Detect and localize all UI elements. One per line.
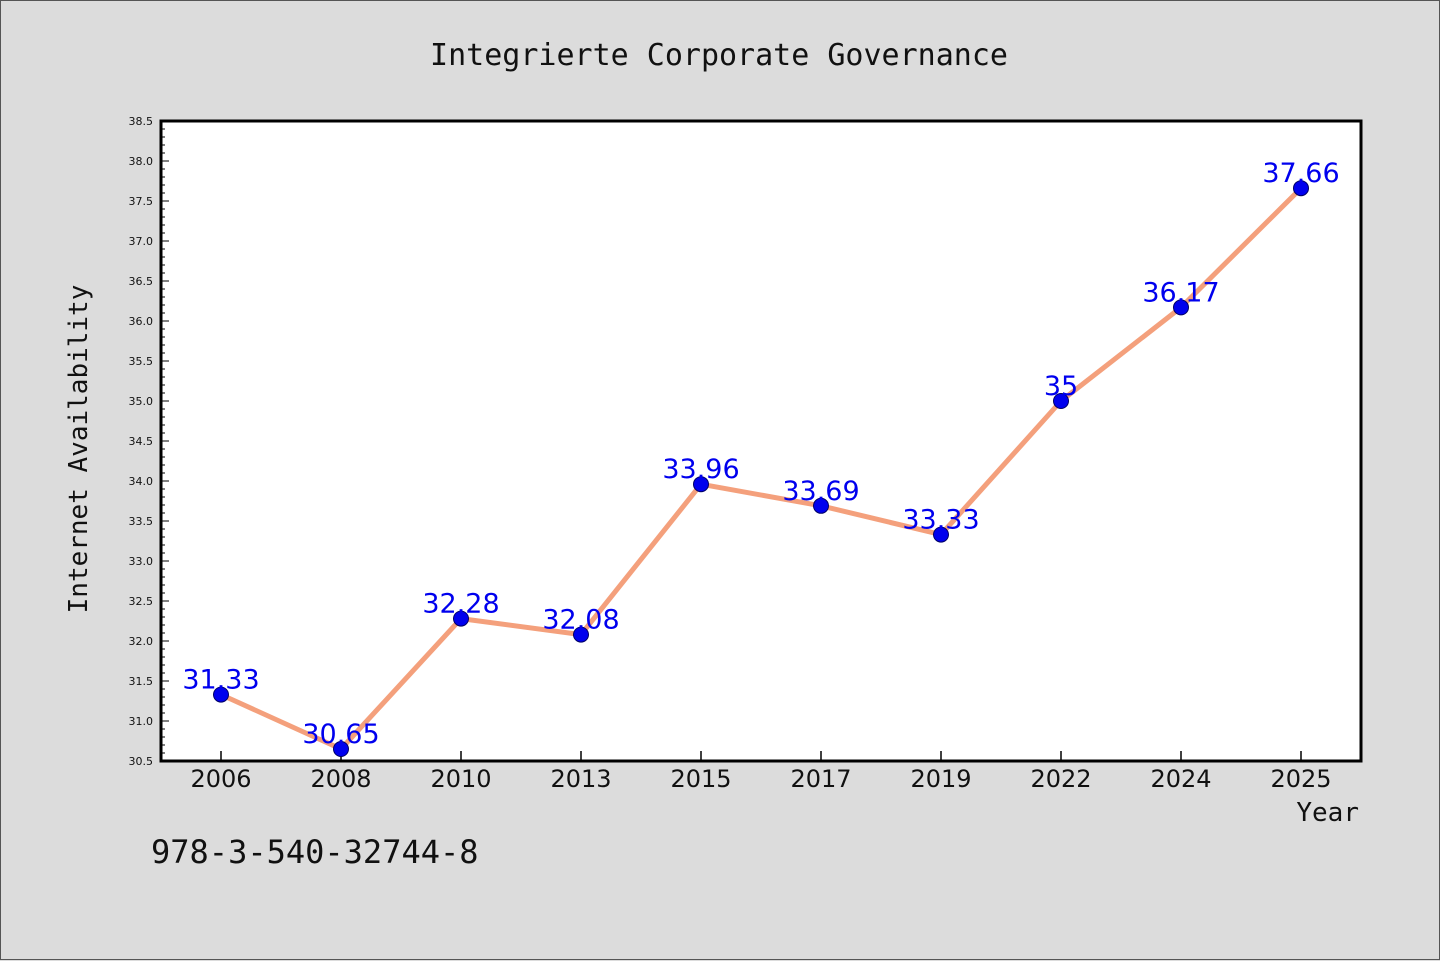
- y-axis-label: Internet Availability: [64, 285, 94, 614]
- series-line: [218, 185, 1304, 752]
- data-label: 33.69: [782, 476, 859, 507]
- footer-code: 978-3-540-32744-8: [151, 833, 479, 871]
- x-tick-label: 2015: [670, 765, 731, 793]
- data-label: 31.33: [182, 665, 259, 696]
- x-axis: 2006 2008 2010 2013 2015 2017 2019 2022 2024 2025: [190, 751, 1332, 793]
- x-tick-label: 2019: [910, 765, 971, 793]
- plot-area: [159, 119, 1363, 763]
- x-tick-label: 2010: [430, 765, 491, 793]
- data-point: [813, 497, 829, 514]
- y-tick-label: 37.0: [129, 235, 154, 248]
- y-tick-label: 36.0: [129, 315, 154, 328]
- data-label: 35: [1044, 371, 1078, 402]
- y-axis: 30.5 31.0 31.5 32.0 32.5 33.0 33.5 34.0 34.5 35.0…: [129, 115, 169, 768]
- y-tick-label: 38.5: [129, 115, 154, 128]
- x-tick-label: 2025: [1270, 765, 1331, 793]
- data-label: 36.17: [1142, 277, 1219, 308]
- y-tick-label: 38.0: [129, 155, 154, 168]
- data-label: 37.66: [1262, 158, 1339, 189]
- data-point: [333, 741, 349, 757]
- x-tick-label: 2013: [550, 765, 611, 793]
- y-tick-label: 33.5: [129, 515, 154, 528]
- y-tick-label: 37.5: [129, 195, 154, 208]
- y-tick-label: 34.5: [129, 435, 154, 448]
- x-tick-label: 2024: [1150, 765, 1211, 793]
- data-label: 33.96: [662, 454, 739, 485]
- chart-title: Integrierte Corporate Governance: [430, 38, 1008, 73]
- series-layer: 31.33 30.65 32.28 32.08 33.96 33.69 33.33 35 36.…: [182, 158, 1340, 757]
- y-tick-label: 33.0: [129, 555, 154, 568]
- y-tick-label: 32.5: [129, 595, 154, 608]
- x-tick-label: 2008: [310, 765, 371, 793]
- y-tick-label: 36.5: [129, 275, 154, 288]
- data-label: 32.08: [542, 605, 619, 636]
- data-point: [573, 626, 589, 643]
- y-tick-label: 32.0: [129, 635, 154, 648]
- data-label: 33.33: [902, 505, 979, 536]
- y-tick-label: 30.5: [129, 755, 154, 768]
- data-label: 30.65: [302, 719, 379, 750]
- y-tick-label: 34.0: [129, 475, 154, 488]
- data-point: [1293, 180, 1309, 197]
- x-tick-label: 2006: [190, 765, 251, 793]
- y-tick-label: 31.5: [129, 675, 154, 688]
- data-point: [1053, 393, 1069, 409]
- data-point: [453, 610, 469, 627]
- data-point: [693, 476, 709, 493]
- y-tick-label: 35.5: [129, 355, 154, 368]
- y-tick-label: 35.0: [129, 395, 154, 408]
- y-tick-label: 31.0: [129, 715, 154, 728]
- data-point: [1173, 299, 1189, 316]
- x-tick-label: 2017: [790, 765, 851, 793]
- x-tick-label: 2022: [1030, 765, 1091, 793]
- x-axis-label: Year: [1296, 798, 1359, 828]
- data-point: [933, 526, 949, 543]
- data-point: [213, 686, 229, 703]
- data-label: 32.28: [422, 589, 499, 620]
